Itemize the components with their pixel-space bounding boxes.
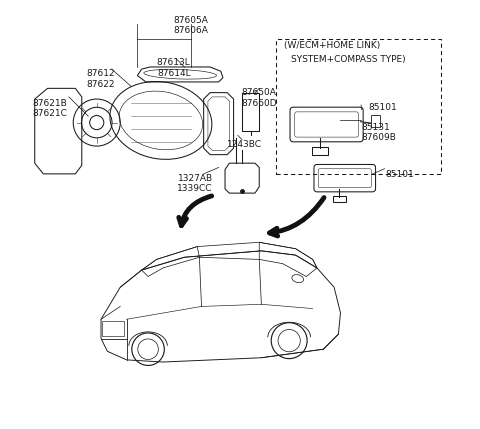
Text: (W/ECM+HOME LINK): (W/ECM+HOME LINK) <box>284 41 380 50</box>
Text: 87605A
87606A: 87605A 87606A <box>173 16 208 35</box>
Text: 85101: 85101 <box>385 169 414 178</box>
Text: 1327AB
1339CC: 1327AB 1339CC <box>177 174 213 193</box>
Text: 87613L
87614L: 87613L 87614L <box>157 58 191 78</box>
Text: SYSTEM+COMPASS TYPE): SYSTEM+COMPASS TYPE) <box>291 55 406 64</box>
Text: 87621B
87621C: 87621B 87621C <box>32 99 67 118</box>
Text: 87650A
87660D: 87650A 87660D <box>241 88 277 108</box>
Text: 1243BC: 1243BC <box>227 140 262 149</box>
Text: 85131
87609B: 85131 87609B <box>362 123 397 142</box>
Text: 85101: 85101 <box>368 103 397 112</box>
Text: 87612
87622: 87612 87622 <box>87 69 115 88</box>
